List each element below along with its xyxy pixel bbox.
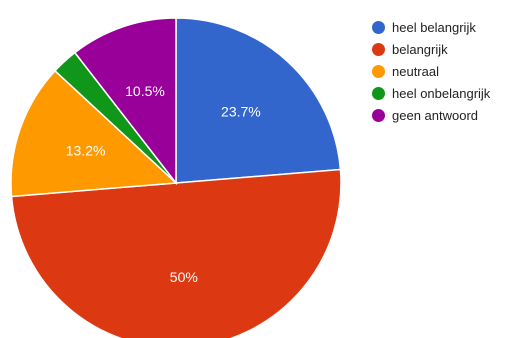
pie-slice-geen-antwoord xyxy=(73,17,177,186)
legend-swatch xyxy=(372,108,385,122)
pie-slice-heel-belangrijk xyxy=(175,17,342,184)
legend-label: belangrijk xyxy=(392,41,448,57)
legend-item: belangrijk xyxy=(372,38,490,60)
slice-value-label: 50% xyxy=(170,269,198,285)
legend-item: neutraal xyxy=(372,60,490,82)
pie-slice-neutraal xyxy=(10,69,178,198)
legend-item: heel onbelangrijk xyxy=(372,82,490,104)
slice-value-label: 10.5% xyxy=(125,83,165,99)
legend-swatch xyxy=(372,86,385,100)
legend-label: heel onbelangrijk xyxy=(392,85,491,101)
legend-swatch xyxy=(372,20,385,34)
slice-value-label: 13.2% xyxy=(66,142,106,158)
legend-label: heel belangrijk xyxy=(392,19,476,35)
legend-label: geen antwoord xyxy=(392,107,479,123)
legend-label: neutraal xyxy=(392,63,439,79)
legend-item: geen antwoord xyxy=(372,104,490,126)
legend-swatch xyxy=(372,64,385,78)
legend-item: heel belangrijk xyxy=(372,16,490,38)
slice-value-label: 23.7% xyxy=(221,103,261,119)
chart-legend: heel belangrijk belangrijk neutraal heel on… xyxy=(372,16,490,126)
pie-slice-belangrijk xyxy=(10,168,342,338)
legend-swatch xyxy=(372,42,385,56)
